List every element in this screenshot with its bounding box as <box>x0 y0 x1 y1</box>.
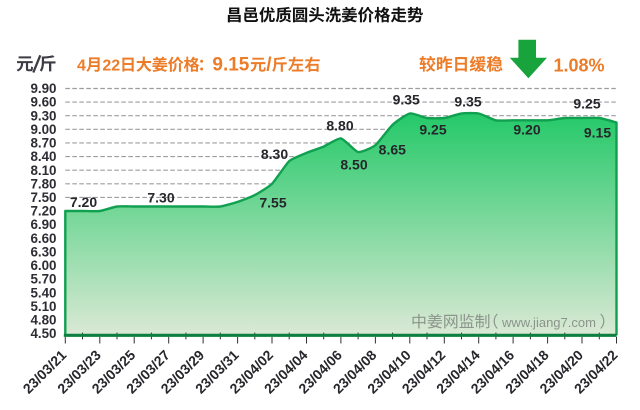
svg-text:9.35: 9.35 <box>393 92 420 108</box>
svg-text:4.80: 4.80 <box>30 313 56 328</box>
svg-text:9.15: 9.15 <box>212 54 249 75</box>
svg-text:9.25: 9.25 <box>419 121 446 137</box>
svg-text:6.00: 6.00 <box>30 258 56 273</box>
svg-text:5.40: 5.40 <box>30 285 56 300</box>
svg-text:8.10: 8.10 <box>30 163 56 178</box>
svg-text:/: / <box>266 54 272 75</box>
svg-text:5.10: 5.10 <box>30 299 56 314</box>
svg-text:8.50: 8.50 <box>340 156 367 172</box>
svg-text:9.35: 9.35 <box>454 94 481 110</box>
svg-text:9.00: 9.00 <box>30 122 56 137</box>
svg-text:5.70: 5.70 <box>30 272 56 287</box>
svg-text:6.30: 6.30 <box>30 244 56 259</box>
svg-text:7.55: 7.55 <box>259 194 286 210</box>
svg-text:9.30: 9.30 <box>30 108 56 123</box>
svg-text:7.50: 7.50 <box>30 190 56 205</box>
svg-text:4.50: 4.50 <box>30 326 56 341</box>
svg-text:6.60: 6.60 <box>30 231 56 246</box>
svg-text:9.20: 9.20 <box>513 121 540 137</box>
svg-text:6.90: 6.90 <box>30 217 56 232</box>
svg-text:www.jiang7.com: www.jiang7.com <box>501 315 596 330</box>
svg-text:7.30: 7.30 <box>147 190 174 206</box>
svg-text:9.25: 9.25 <box>573 96 600 112</box>
svg-text:4: 4 <box>77 57 86 74</box>
svg-text:7.80: 7.80 <box>30 176 56 191</box>
svg-text:8.70: 8.70 <box>30 136 56 151</box>
svg-text:8.65: 8.65 <box>379 142 406 158</box>
svg-text:8.80: 8.80 <box>326 117 353 133</box>
svg-text:8.30: 8.30 <box>261 146 288 162</box>
svg-text:9.15: 9.15 <box>584 125 611 141</box>
svg-text:9.90: 9.90 <box>30 81 56 96</box>
svg-text:9.60: 9.60 <box>30 95 56 110</box>
svg-text:7.20: 7.20 <box>70 194 97 210</box>
svg-text:8.40: 8.40 <box>30 149 56 164</box>
svg-text:22: 22 <box>102 57 120 74</box>
svg-text:1.08%: 1.08% <box>554 55 605 75</box>
svg-text:7.20: 7.20 <box>30 204 56 219</box>
